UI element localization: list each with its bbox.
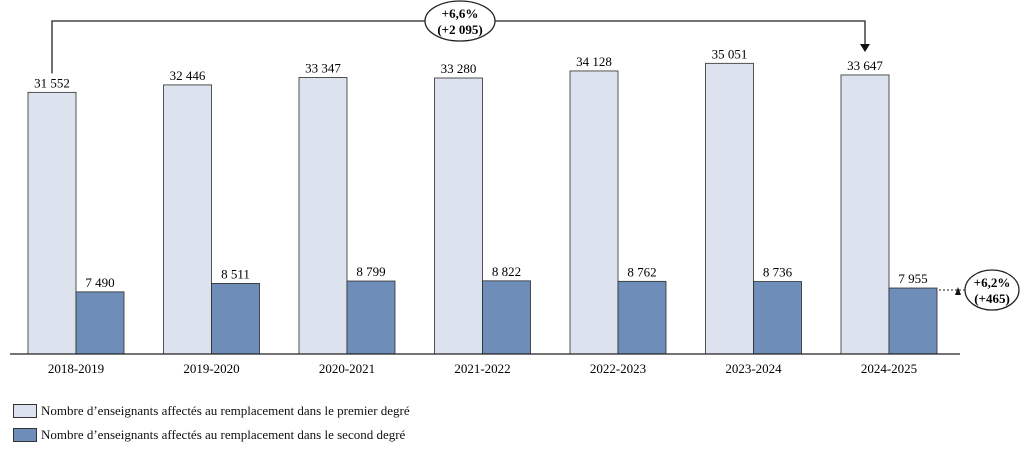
annotation-bubble: [424, 0, 496, 42]
x-tick-label: 2022-2023: [590, 361, 646, 376]
bar-premier-degre: [840, 74, 890, 355]
annotation-percent: +6,6%: [442, 6, 479, 21]
arrow-head-icon: [955, 287, 961, 296]
bar-second-degre: [888, 287, 938, 355]
bar-value-label: 8 736: [763, 265, 793, 280]
annotation-bubble: [964, 269, 1020, 311]
legend-swatch: [13, 404, 37, 418]
bar-value-label: 7 490: [85, 275, 114, 290]
bar-value-label: 8 822: [492, 264, 521, 279]
bar-value-label: 34 128: [576, 54, 612, 69]
legend-label: Nombre d’enseignants affectés au remplac…: [41, 427, 406, 442]
legend-item-premier-degre: Nombre d’enseignants affectés au remplac…: [13, 403, 410, 419]
bar-value-label: 35 051: [712, 46, 748, 61]
bar-value-label: 8 511: [221, 266, 250, 281]
bar-premier-degre: [163, 84, 212, 355]
bar-premier-degre: [569, 70, 619, 355]
x-tick-label: 2019-2020: [183, 361, 239, 376]
arrow-head-icon: [860, 43, 870, 52]
x-axis-tick-labels: 2018-2019 2019-2020 2020-2021 2021-2022 2022…: [48, 361, 917, 376]
bar-value-label: 31 552: [34, 75, 70, 90]
bar-premier-degre: [27, 91, 77, 355]
annotation-percent: +6,2%: [974, 275, 1011, 290]
bar-second-degre: [482, 280, 531, 355]
legend-swatch: [13, 428, 37, 442]
annotation-premier-degre: +6,6% (+2 095): [51, 0, 870, 74]
x-tick-label: 2018-2019: [48, 361, 104, 376]
annotation-delta: (+465): [974, 291, 1010, 306]
bar-premier-degre: [298, 77, 348, 355]
bar-value-label: 32 446: [170, 68, 206, 83]
x-tick-label: 2021-2022: [454, 361, 510, 376]
bar-second-degre: [75, 291, 125, 355]
series-premier-degre: [27, 62, 890, 355]
bar-second-degre: [753, 281, 802, 355]
bar-value-label: 33 647: [847, 58, 883, 73]
bar-value-label: 8 799: [356, 264, 385, 279]
bar-premier-degre: [434, 77, 483, 355]
legend-item-second-degre: Nombre d’enseignants affectés au remplac…: [13, 427, 405, 443]
legend-label: Nombre d’enseignants affectés au remplac…: [41, 403, 410, 418]
bar-premier-degre: [705, 62, 754, 355]
bar-value-label: 8 762: [627, 264, 656, 279]
bar-second-degre: [211, 283, 260, 355]
bar-second-degre: [346, 280, 396, 355]
bar-value-label: 33 347: [305, 60, 341, 75]
annotation-second-degre: +6,2% (+465): [939, 269, 1020, 311]
x-tick-label: 2020-2021: [319, 361, 375, 376]
bar-second-degre: [617, 280, 667, 355]
bar-value-label: 33 280: [441, 61, 477, 76]
bar-value-label: 7 955: [898, 271, 927, 286]
x-tick-label: 2023-2024: [725, 361, 782, 376]
value-labels: 31 552 7 490 32 446 8 511 33 347 8 799 33 280 8…: [34, 46, 928, 290]
annotation-delta: (+2 095): [437, 22, 482, 37]
x-tick-label: 2024-2025: [861, 361, 917, 376]
